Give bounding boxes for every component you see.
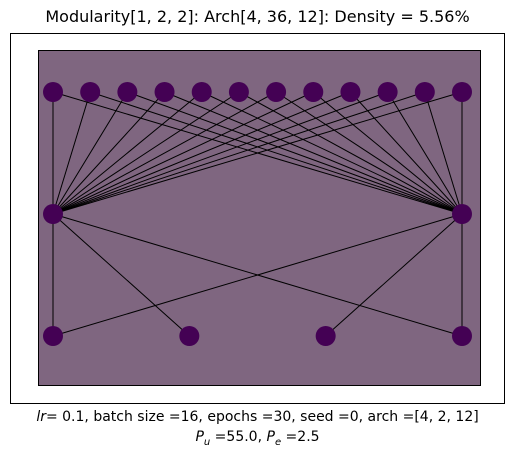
hyperparams-text: = 0.1, batch size =16, epochs =30, seed … — [45, 409, 479, 425]
output-node-10 — [414, 82, 435, 102]
edge-input-1-hidden-0 — [52, 213, 190, 337]
edge-hidden-0-output-6 — [52, 91, 277, 215]
edge-hidden-0-output-5 — [52, 91, 240, 215]
output-node-7 — [303, 82, 324, 102]
nodes-group — [43, 82, 472, 346]
input-node-2 — [315, 326, 336, 346]
edge-hidden-1-output-4 — [201, 91, 463, 215]
input-node-0 — [43, 326, 63, 346]
figure-title: Modularity[1, 2, 2]: Arch[4, 36, 12]: De… — [45, 7, 470, 26]
edge-hidden-1-output-8 — [350, 91, 463, 215]
output-node-0 — [43, 82, 63, 102]
hidden-node-0 — [43, 204, 63, 224]
edge-hidden-1-output-0 — [52, 91, 463, 215]
output-node-5 — [228, 82, 249, 102]
edge-hidden-0-output-4 — [52, 91, 203, 215]
edge-hidden-1-output-7 — [312, 91, 463, 215]
lr-symbol: lr — [36, 409, 46, 425]
caption-line-1: lr= 0.1, batch size =16, epochs =30, see… — [0, 407, 515, 427]
pu-symbol: P — [195, 429, 204, 445]
edge-hidden-0-output-1 — [52, 91, 91, 215]
edge-hidden-0-output-8 — [52, 91, 351, 215]
output-node-6 — [266, 82, 287, 102]
edge-hidden-1-output-3 — [164, 91, 463, 215]
output-node-3 — [154, 82, 175, 102]
edge-hidden-0-output-10 — [52, 91, 425, 215]
output-node-8 — [340, 82, 361, 102]
figure-caption: lr= 0.1, batch size =16, epochs =30, see… — [0, 407, 515, 453]
input-node-1 — [179, 326, 200, 346]
edge-hidden-1-output-2 — [127, 91, 463, 215]
hidden-node-1 — [452, 204, 472, 224]
output-node-1 — [80, 82, 101, 102]
edge-hidden-0-output-2 — [52, 91, 128, 215]
edge-hidden-1-output-1 — [90, 91, 463, 215]
caption-line-2: Pu =55.0, Pe =2.5 — [0, 427, 515, 453]
output-node-2 — [117, 82, 138, 102]
edge-hidden-0-output-3 — [52, 91, 165, 215]
module-box — [38, 50, 481, 386]
pe-value: =2.5 — [281, 429, 320, 445]
edge-input-2-hidden-1 — [325, 213, 463, 337]
edge-hidden-0-output-9 — [52, 91, 388, 215]
output-node-4 — [191, 82, 212, 102]
edges-group — [52, 91, 463, 337]
input-node-3 — [452, 326, 472, 346]
axes-frame — [10, 33, 505, 404]
output-node-11 — [452, 82, 472, 102]
edge-hidden-0-output-7 — [52, 91, 314, 215]
edge-hidden-1-output-10 — [424, 91, 463, 215]
pu-value: =55.0, — [210, 429, 267, 445]
output-node-9 — [377, 82, 398, 102]
pe-subscript: e — [274, 436, 282, 448]
pu-subscript: u — [203, 436, 211, 448]
pe-symbol: P — [266, 429, 275, 445]
edge-input-3-hidden-0 — [52, 213, 463, 337]
edge-hidden-1-output-6 — [275, 91, 463, 215]
edge-hidden-1-output-9 — [387, 91, 463, 215]
edge-hidden-1-output-5 — [238, 91, 463, 215]
